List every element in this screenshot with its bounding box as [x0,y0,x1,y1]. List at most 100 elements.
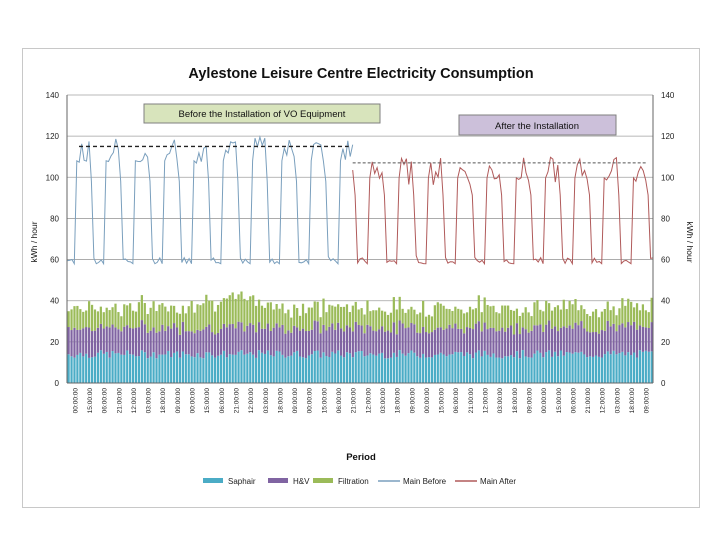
bar-filtration [328,304,331,327]
bar-h-v [243,331,246,355]
bar-h-v [143,324,146,353]
x-tick-label: 03:00:00 [146,388,153,414]
bar-saphair [381,352,384,383]
bar-h-v [501,327,504,359]
y-tick-label-right: 40 [661,297,670,306]
gridlines [67,94,653,384]
bar-h-v [304,331,308,359]
bar-filtration [389,312,393,333]
bar-filtration [445,308,448,329]
bar-h-v [430,332,434,358]
bar-saphair [281,354,284,383]
bar-saphair [93,356,97,383]
bar-h-v [96,327,100,353]
bar-saphair [231,354,234,383]
bar-filtration [304,313,308,332]
bar-filtration [214,311,217,335]
x-tick-label: 00:00:00 [190,388,197,414]
bar-h-v [624,327,627,356]
bar-saphair [413,352,416,383]
bar-h-v [386,330,390,359]
bar-saphair [533,353,536,383]
bar-saphair [219,354,223,383]
bar-filtration [76,305,79,330]
bar-h-v [392,322,395,353]
bar-h-v [644,327,647,351]
bar-filtration [114,303,117,328]
bar-h-v [574,322,577,353]
y-tick-label-right: 20 [661,338,670,347]
bar-h-v [641,326,645,352]
bar-filtration [542,311,545,332]
x-tick-label: 12:00:00 [131,388,138,414]
bar-h-v [621,323,624,352]
bar-filtration [436,302,439,328]
bar-saphair [354,352,357,383]
legend-swatch [268,478,288,483]
bar-saphair [304,358,308,383]
bar-filtration [155,311,158,333]
bar-saphair [90,357,94,383]
bar-saphair [123,354,126,383]
bar-h-v [310,329,313,355]
bar-h-v [85,327,88,354]
bar-filtration [416,314,419,333]
bar-saphair [521,350,524,383]
bar-saphair [222,350,226,383]
bar-h-v [348,327,352,354]
bar-saphair [389,357,393,383]
bar-filtration [556,305,560,332]
bar-h-v [88,327,91,358]
bar-h-v [413,324,416,353]
bar-filtration [545,300,548,325]
bar-saphair [641,351,645,383]
bar-h-v [193,333,196,358]
bar-filtration [650,297,653,323]
bar-filtration [196,304,199,330]
bar-filtration [369,311,372,327]
bar-h-v [73,327,76,358]
bar-saphair [597,356,601,383]
bar-filtration [615,315,618,332]
bar-h-v [99,323,102,351]
bar-saphair [477,350,480,383]
x-tick-label: 18:00:00 [277,388,284,414]
bar-h-v [269,330,272,356]
bar-filtration [246,300,249,326]
bar-h-v [82,328,85,357]
bar-h-v [108,327,111,358]
bar-saphair [398,350,401,383]
bar-h-v [451,328,454,355]
bar-filtration [395,309,398,335]
x-axis-ticks: 00:00:00 15:00:00 06:00:00 21:00:00 12:00:00… [72,388,650,414]
x-tick-label: 09:00:00 [644,388,651,414]
bar-h-v [234,328,237,355]
chart: Aylestone Leisure Centre Electricity Con… [29,66,695,486]
main-before-line [66,135,354,266]
bar-filtration [181,305,184,322]
bar-saphair [638,350,642,383]
bar-h-v [281,324,284,355]
bar-saphair [542,357,545,383]
y-tick-label-left: 0 [55,379,60,388]
bar-filtration [580,305,583,322]
bar-saphair [342,357,346,383]
bar-saphair [591,356,595,383]
bar-saphair [480,356,483,383]
bar-filtration [278,308,281,328]
bar-h-v [404,328,407,356]
bar-h-v [202,329,205,359]
bar-saphair [155,358,158,383]
bar-h-v [219,328,223,355]
bar-h-v [170,328,173,358]
bar-saphair [216,355,220,383]
bar-h-v [550,328,554,357]
bar-filtration [378,307,381,330]
bar-saphair [199,357,202,383]
bar-filtration [463,313,466,334]
bar-h-v [190,331,193,357]
bar-filtration [635,303,639,330]
x-tick-label: 00:00:00 [424,388,431,414]
bar-saphair [618,353,621,383]
bar-filtration [465,312,469,328]
